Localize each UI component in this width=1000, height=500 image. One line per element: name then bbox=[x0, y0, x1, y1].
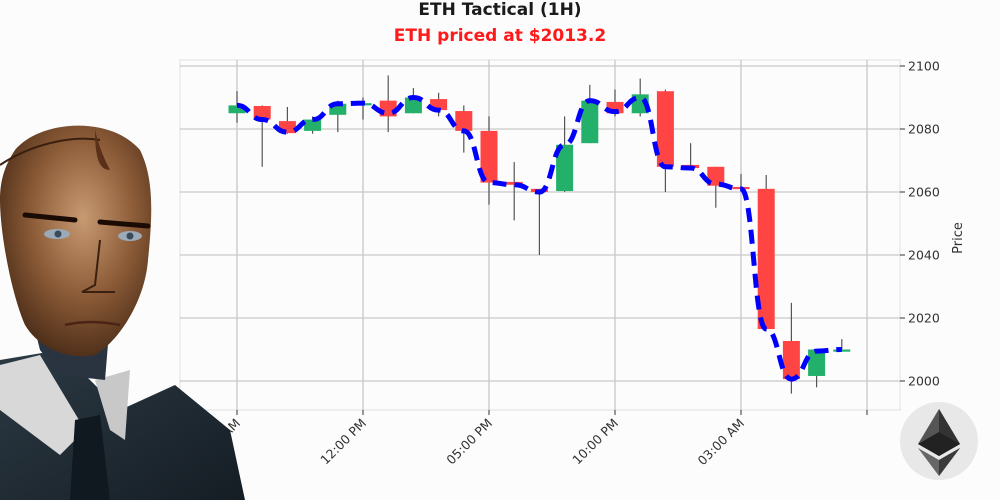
price-subtitle: ETH priced at $2013.2 bbox=[393, 26, 607, 46]
y-axis-label: Price bbox=[951, 222, 966, 254]
candle bbox=[808, 349, 826, 388]
candle bbox=[404, 88, 422, 114]
x-tick-label: 10:00 PM bbox=[569, 416, 621, 468]
y-tick-label: 2000 bbox=[908, 374, 940, 389]
candle bbox=[278, 106, 296, 134]
candle bbox=[253, 105, 271, 167]
candles bbox=[228, 75, 851, 394]
candle bbox=[556, 116, 574, 192]
candle bbox=[581, 84, 599, 144]
y-tick-label: 2020 bbox=[908, 311, 940, 326]
candle bbox=[757, 174, 775, 330]
candle bbox=[656, 89, 674, 192]
moving-average-line bbox=[236, 94, 842, 382]
x-tick-label: 03:00 AM bbox=[695, 416, 748, 469]
y-tick-label: 2100 bbox=[908, 59, 940, 74]
x-tick-label: 12:00 PM bbox=[317, 416, 369, 468]
candle bbox=[505, 162, 523, 221]
x-tick-label: 05:00 PM bbox=[443, 416, 495, 468]
ethereum-logo-icon bbox=[900, 402, 978, 480]
y-tick-label: 2060 bbox=[908, 185, 940, 200]
y-tick-label: 2080 bbox=[908, 122, 940, 137]
ai-trader-avatar bbox=[0, 125, 245, 500]
candle bbox=[304, 116, 322, 134]
y-axis: 2000 2020 2040 2060 2080 2100 bbox=[900, 59, 940, 389]
candle bbox=[480, 116, 498, 205]
chart-title: ETH Tactical (1H) bbox=[418, 0, 582, 20]
y-tick-label: 2040 bbox=[908, 248, 940, 263]
